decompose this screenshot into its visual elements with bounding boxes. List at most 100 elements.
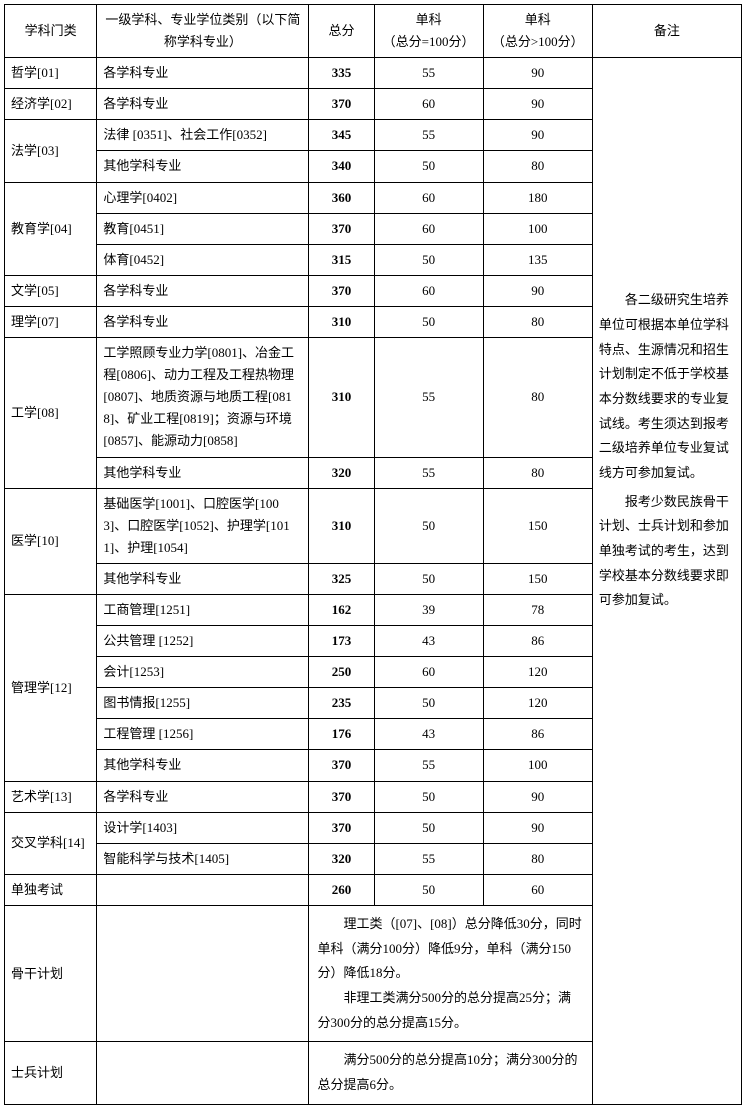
total-cell: 320: [309, 457, 374, 488]
category-cell: 医学[10]: [5, 488, 97, 594]
program-cell: 各学科专业: [97, 58, 309, 89]
sub1-cell: 50: [374, 306, 483, 337]
program-cell: 各学科专业: [97, 781, 309, 812]
soldier-label: 士兵计划: [5, 1042, 97, 1104]
total-cell: 173: [309, 626, 374, 657]
sub2-cell: 100: [483, 213, 592, 244]
category-cell: 理学[07]: [5, 306, 97, 337]
soldier-empty: [97, 1042, 309, 1104]
total-cell: 370: [309, 750, 374, 781]
sub1-cell: 50: [374, 688, 483, 719]
program-cell: 心理学[0402]: [97, 182, 309, 213]
total-cell: 310: [309, 306, 374, 337]
category-cell: 哲学[01]: [5, 58, 97, 89]
total-cell: 235: [309, 688, 374, 719]
header-total: 总分: [309, 5, 374, 58]
program-cell: 其他学科专业: [97, 151, 309, 182]
sub1-cell: 50: [374, 781, 483, 812]
total-cell: 162: [309, 594, 374, 625]
total-cell: 315: [309, 244, 374, 275]
total-cell: 340: [309, 151, 374, 182]
total-cell: 345: [309, 120, 374, 151]
sub1-cell: 60: [374, 182, 483, 213]
sub2-cell: 86: [483, 626, 592, 657]
sub2-cell: 90: [483, 812, 592, 843]
total-cell: 310: [309, 488, 374, 563]
sub1-cell: 55: [374, 843, 483, 874]
sub2-cell: 78: [483, 594, 592, 625]
program-cell: 智能科学与技术[1405]: [97, 843, 309, 874]
total-cell: 370: [309, 275, 374, 306]
sub1-cell: 60: [374, 657, 483, 688]
total-cell: 260: [309, 874, 374, 905]
sub1-cell: 43: [374, 719, 483, 750]
program-cell: 其他学科专业: [97, 563, 309, 594]
header-category: 学科门类: [5, 5, 97, 58]
sub1-cell: 55: [374, 338, 483, 457]
sub2-cell: 80: [483, 843, 592, 874]
total-cell: 370: [309, 89, 374, 120]
sub2-cell: 120: [483, 688, 592, 719]
program-cell: 工程管理 [1256]: [97, 719, 309, 750]
backbone-empty: [97, 905, 309, 1041]
sub2-cell: 80: [483, 151, 592, 182]
sub1-cell: 50: [374, 151, 483, 182]
sub2-cell: 90: [483, 89, 592, 120]
sub1-cell: 55: [374, 58, 483, 89]
category-cell: 艺术学[13]: [5, 781, 97, 812]
score-table: 学科门类一级学科、专业学位类别（以下简称学科专业）总分单科（总分=100分）单科…: [4, 4, 742, 1105]
total-cell: 320: [309, 843, 374, 874]
total-cell: 360: [309, 182, 374, 213]
backbone-label: 骨干计划: [5, 905, 97, 1041]
total-cell: 325: [309, 563, 374, 594]
total-cell: 176: [309, 719, 374, 750]
program-cell: 法律 [0351]、社会工作[0352]: [97, 120, 309, 151]
sub2-cell: 80: [483, 306, 592, 337]
sub1-cell: 55: [374, 120, 483, 151]
program-cell: 体育[0452]: [97, 244, 309, 275]
header-notes: 备注: [592, 5, 741, 58]
category-cell: 工学[08]: [5, 338, 97, 489]
total-cell: 370: [309, 812, 374, 843]
sub1-cell: 50: [374, 563, 483, 594]
sub2-cell: 100: [483, 750, 592, 781]
category-cell: 教育学[04]: [5, 182, 97, 275]
program-cell: 图书情报[1255]: [97, 688, 309, 719]
sub2-cell: 86: [483, 719, 592, 750]
backbone-text: 理工类（[07]、[08]）总分降低30分，同时单科（满分100分）降低9分，单…: [309, 905, 592, 1041]
category-cell: 法学[03]: [5, 120, 97, 182]
category-cell: 经济学[02]: [5, 89, 97, 120]
sub1-cell: 60: [374, 89, 483, 120]
sub1-cell: 43: [374, 626, 483, 657]
sub2-cell: 150: [483, 563, 592, 594]
sub2-cell: 60: [483, 874, 592, 905]
sub1-cell: 39: [374, 594, 483, 625]
program-cell: 工学照顾专业力学[0801]、冶金工程[0806]、动力工程及工程热物理[080…: [97, 338, 309, 457]
header-sub1: 单科（总分=100分）: [374, 5, 483, 58]
program-cell: 各学科专业: [97, 275, 309, 306]
sub1-cell: 50: [374, 874, 483, 905]
program-cell: 会计[1253]: [97, 657, 309, 688]
sub1-cell: 60: [374, 213, 483, 244]
sub2-cell: 80: [483, 338, 592, 457]
sub1-cell: 50: [374, 812, 483, 843]
program-cell: 各学科专业: [97, 89, 309, 120]
header-sub2: 单科（总分>100分）: [483, 5, 592, 58]
category-cell: 文学[05]: [5, 275, 97, 306]
category-cell: 管理学[12]: [5, 594, 97, 781]
category-cell: 单独考试: [5, 874, 97, 905]
header-program: 一级学科、专业学位类别（以下简称学科专业）: [97, 5, 309, 58]
total-cell: 370: [309, 781, 374, 812]
program-cell: 教育[0451]: [97, 213, 309, 244]
sub2-cell: 90: [483, 781, 592, 812]
sub2-cell: 120: [483, 657, 592, 688]
program-cell: 其他学科专业: [97, 457, 309, 488]
program-cell: 工商管理[1251]: [97, 594, 309, 625]
sub1-cell: 55: [374, 750, 483, 781]
sub1-cell: 55: [374, 457, 483, 488]
soldier-text: 满分500分的总分提高10分；满分300分的总分提高6分。: [309, 1042, 592, 1104]
sub2-cell: 80: [483, 457, 592, 488]
sub2-cell: 90: [483, 275, 592, 306]
program-cell: 其他学科专业: [97, 750, 309, 781]
total-cell: 335: [309, 58, 374, 89]
